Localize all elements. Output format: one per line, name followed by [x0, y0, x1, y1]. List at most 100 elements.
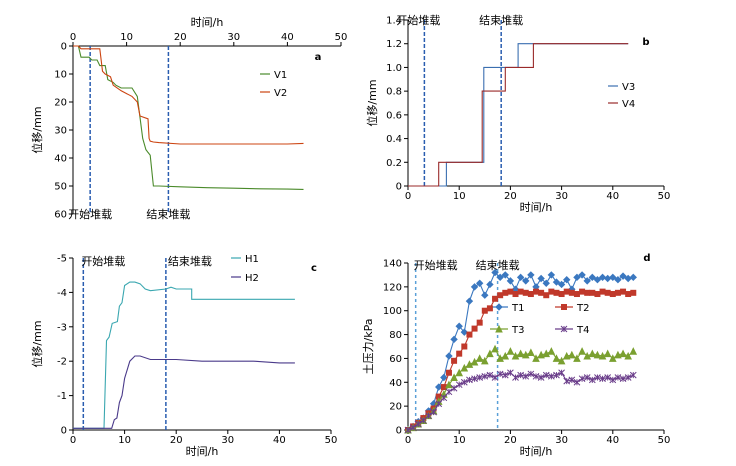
y-tick-label: 0: [61, 426, 67, 437]
legend-label: H1: [245, 254, 259, 265]
data-point: [465, 297, 474, 305]
data-point: [409, 424, 417, 431]
chart-panel-c: 0 10 20 30 40 50 0 -1 -2 -3 -4 -5 时间/h 位移/mm c 开始堆载 结束堆载…: [30, 254, 337, 459]
data-point: [563, 275, 571, 284]
data-point: [624, 351, 632, 360]
series-H1: [73, 281, 295, 429]
data-point: [527, 370, 535, 378]
data-point: [476, 374, 484, 381]
event-annotation: 开始堆载: [68, 207, 112, 221]
y-tick-label: 1.0: [386, 63, 402, 74]
y-tick-label: 20: [389, 402, 402, 413]
legend-marker: [560, 325, 568, 333]
y-tick-label: 120: [383, 282, 402, 293]
data-point: [445, 388, 453, 396]
panel-label: d: [643, 253, 650, 264]
data-point: [486, 280, 494, 289]
data-point: [517, 371, 524, 379]
data-point: [491, 344, 499, 353]
y-tick-label: 0.8: [386, 87, 402, 98]
data-point: [521, 350, 530, 359]
data-point: [430, 408, 437, 416]
data-point: [516, 273, 525, 282]
data-point: [481, 372, 489, 380]
data-point: [455, 322, 463, 330]
data-point: [460, 328, 469, 336]
y-tick-label: -4: [57, 288, 67, 299]
data-point: [491, 268, 499, 277]
x-axis-title: 时间/h: [520, 201, 553, 214]
data-point: [552, 278, 561, 286]
data-point: [583, 277, 591, 285]
data-point: [502, 289, 509, 296]
x-axis-title: 时间/h: [191, 16, 224, 29]
legend-label: T2: [576, 303, 589, 314]
data-point: [501, 351, 510, 360]
data-point: [573, 378, 581, 386]
data-point: [584, 289, 591, 296]
legend-label: V1: [274, 70, 287, 81]
legend-entry: V2: [260, 88, 287, 99]
legend-marker: [495, 324, 503, 333]
y-tick-label: 50: [54, 182, 67, 193]
legend-label: V3: [622, 82, 635, 93]
y-tick-label: 0: [396, 182, 402, 193]
x-tick-label: 0: [405, 435, 411, 446]
y-tick-label: 0.2: [386, 158, 402, 169]
data-point: [491, 374, 499, 381]
data-point: [583, 374, 591, 381]
data-point: [568, 376, 576, 384]
y-tick-label: 1.4: [386, 16, 402, 27]
x-tick-label: 0: [70, 32, 76, 43]
data-point: [486, 371, 494, 379]
y-axis-title: 土压力/kPa: [362, 319, 375, 375]
x-tick-label: 10: [453, 191, 466, 202]
data-point: [533, 288, 539, 295]
data-point: [506, 347, 515, 355]
data-point: [558, 369, 565, 377]
data-point: [553, 289, 560, 296]
y-tick-label: 60: [389, 354, 402, 365]
data-point: [599, 375, 606, 383]
data-point: [594, 291, 601, 298]
data-point: [562, 351, 571, 360]
series-V3: [408, 43, 629, 187]
x-tick-label: 20: [170, 435, 183, 446]
y-tick-label: 0.6: [386, 110, 402, 121]
data-point: [604, 374, 612, 381]
legend-entry: T1: [490, 303, 524, 314]
x-tick-label: 20: [504, 191, 517, 202]
y-tick-label: 40: [389, 378, 402, 389]
x-tick-label: 10: [453, 435, 466, 446]
x-tick-label: 10: [118, 435, 131, 446]
data-point: [460, 363, 469, 372]
series-line: [73, 355, 295, 429]
y-tick-label: -2: [57, 357, 67, 368]
data-point: [543, 292, 550, 299]
x-tick-label: 30: [221, 435, 234, 446]
data-point: [470, 357, 479, 366]
data-point: [552, 354, 561, 362]
data-point: [588, 376, 596, 384]
series-line: [73, 45, 304, 190]
data-point: [578, 375, 586, 383]
y-tick-label: -3: [57, 322, 67, 333]
chart-panel-a: 0 10 20 30 40 50 0 10 20 30 40 50 60 时间/h 位移/mm a 开始堆载 结束…: [30, 16, 347, 221]
data-point: [496, 370, 504, 378]
data-point: [466, 331, 473, 338]
data-point: [619, 272, 627, 280]
data-point: [450, 335, 458, 344]
series-H2: [73, 355, 295, 429]
legend-label: T3: [511, 325, 524, 336]
data-point: [625, 291, 632, 298]
x-tick-label: 0: [405, 191, 411, 202]
data-point: [507, 288, 514, 295]
legend-entry: T4: [555, 325, 589, 336]
y-tick-label: 80: [389, 330, 402, 341]
data-point: [506, 277, 515, 285]
x-tick-label: 30: [555, 191, 568, 202]
data-point: [630, 289, 637, 296]
data-point: [599, 288, 606, 295]
data-point: [481, 307, 488, 314]
